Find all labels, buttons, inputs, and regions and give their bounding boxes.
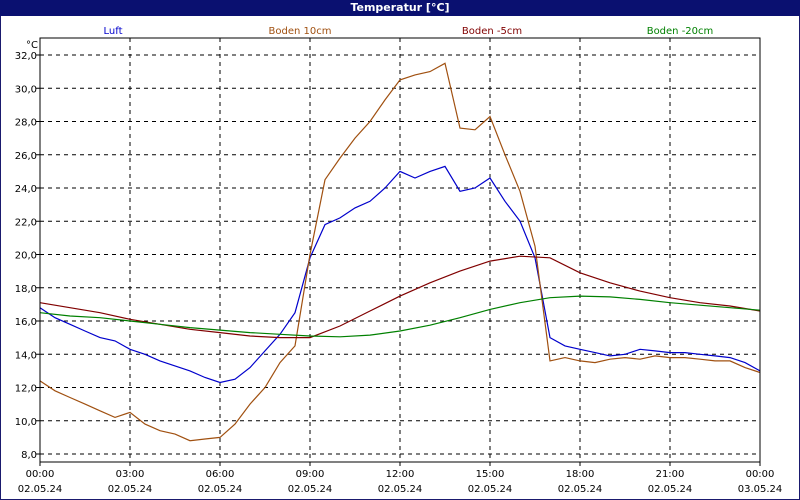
series-lines [39, 62, 761, 442]
y-tick-label: 8,0 [21, 450, 37, 461]
x-tick-date: 02.05.24 [378, 484, 423, 495]
y-tick-label: 22,0 [15, 217, 37, 228]
legend-entry: Boden -20cm [647, 26, 714, 37]
y-tick-label: 24,0 [15, 184, 37, 195]
series-line [39, 62, 761, 442]
x-tick-date: 02.05.24 [18, 484, 63, 495]
grid [40, 38, 760, 462]
x-tick-time: 06:00 [206, 469, 235, 480]
x-tick-time: 21:00 [656, 469, 685, 480]
y-tick-label: 10,0 [15, 417, 37, 428]
x-tick-time: 18:00 [566, 469, 595, 480]
y-tick-label: 30,0 [15, 84, 37, 95]
series-line [39, 295, 761, 338]
x-tick-date: 02.05.24 [108, 484, 153, 495]
x-tick-date: 03.05.24 [738, 484, 783, 495]
x-tick-time: 00:00 [26, 469, 55, 480]
x-tick-date: 02.05.24 [468, 484, 513, 495]
legend-entry: Boden -5cm [462, 26, 522, 37]
x-tick-time: 15:00 [476, 469, 505, 480]
y-tick-label: 26,0 [15, 151, 37, 162]
x-tick-time: 03:00 [116, 469, 145, 480]
x-tick-date: 02.05.24 [648, 484, 693, 495]
x-tick-date: 02.05.24 [288, 484, 333, 495]
y-tick-label: 18,0 [15, 284, 37, 295]
y-axis-ticks: 8,0 10,0 12,0 14,0 16,0 18,0 20,0 22,0 24,0 26,0 2… [15, 51, 40, 461]
legend-entry: Boden 10cm [269, 26, 332, 37]
legend: Luft Boden 10cm Boden -5cm Boden -20cm [104, 26, 714, 37]
x-tick-date: 02.05.24 [198, 484, 243, 495]
x-axis-ticks: 00:00 02.05.24 03:00 02.05.24 06:00 02.05.24 0… [18, 462, 783, 495]
plot-area [39, 37, 761, 463]
x-tick-time: 00:00 [746, 469, 775, 480]
y-tick-label: 14,0 [15, 350, 37, 361]
y-tick-label: 32,0 [15, 51, 37, 62]
y-axis-unit: °C [26, 40, 38, 51]
series-line [39, 165, 761, 384]
x-tick-date: 02.05.24 [558, 484, 603, 495]
y-tick-label: 20,0 [15, 251, 37, 262]
y-tick-label: 16,0 [15, 317, 37, 328]
chart-title: Temperatur [°C] [0, 0, 800, 16]
legend-entry: Luft [104, 26, 123, 37]
x-tick-time: 12:00 [386, 469, 415, 480]
y-tick-label: 12,0 [15, 384, 37, 395]
x-tick-time: 09:00 [296, 469, 325, 480]
y-tick-label: 28,0 [15, 118, 37, 129]
